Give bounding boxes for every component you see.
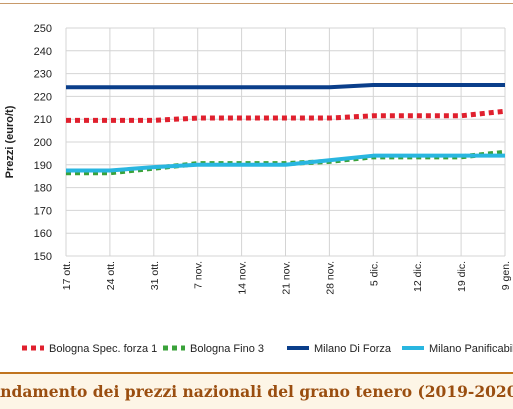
legend-label: Milano Di Forza: [314, 343, 392, 355]
x-tick-label: 24 ott.: [105, 261, 117, 290]
series-lines: [66, 83, 506, 176]
x-tick-label: 5 dic.: [368, 261, 380, 286]
x-axis: 17 ott. 24 ott. 31 ott. 7 nov. 14 nov. 21 nov…: [61, 261, 512, 295]
x-tick-label: 12 dic.: [412, 261, 424, 292]
x-tick-label: 17 ott.: [61, 261, 73, 290]
legend-label: Bologna Spec. forza 1: [49, 343, 157, 355]
caption-bar: Andamento dei prezzi nazionali del grano…: [0, 372, 513, 409]
series-line-bologna-spec-forza-1: [66, 108, 506, 123]
y-tick-label: 200: [34, 137, 52, 149]
y-tick-label: 230: [34, 69, 52, 81]
y-tick-label: 180: [34, 183, 52, 195]
y-tick-label: 190: [34, 160, 52, 172]
x-tick-label: 7 nov.: [193, 261, 205, 289]
x-tick-label: 19 dic.: [456, 261, 468, 292]
x-tick-label: 31 ott.: [149, 261, 161, 290]
y-tick-label: 210: [34, 114, 52, 126]
y-tick-label: 160: [34, 228, 52, 240]
y-axis: 150 160 170 180 190 200 210 220 230 240 250: [34, 23, 52, 263]
legend-label: Milano Panificabile: [429, 343, 513, 355]
grid: [65, 27, 506, 257]
y-tick-label: 170: [34, 205, 52, 217]
y-tick-label: 240: [34, 46, 52, 58]
top-rule: [0, 3, 513, 4]
series-line-milano-panificabile: [66, 153, 505, 173]
x-tick-label: 14 nov.: [237, 261, 249, 295]
legend-label: Bologna Fino 3: [190, 343, 264, 355]
legend: Bologna Spec. forza 1 Bologna Fino 3 Milan…: [22, 343, 513, 355]
y-tick-label: 250: [34, 23, 52, 35]
y-tick-label: 220: [34, 91, 52, 103]
price-chart: 150 160 170 180 190 200 210 220 230 240 250 17 ott…: [4, 23, 513, 355]
x-tick-label: 9 gen.: [500, 261, 512, 290]
x-tick-label: 21 nov.: [281, 261, 293, 295]
y-axis-label: Prezzi (euro/t): [4, 105, 16, 178]
y-tick-label: 150: [34, 251, 52, 263]
series-line-milano-di-forza: [66, 83, 505, 90]
x-tick-label: 28 nov.: [324, 261, 336, 295]
chart-caption: Andamento dei prezzi nazionali del grano…: [0, 382, 513, 401]
